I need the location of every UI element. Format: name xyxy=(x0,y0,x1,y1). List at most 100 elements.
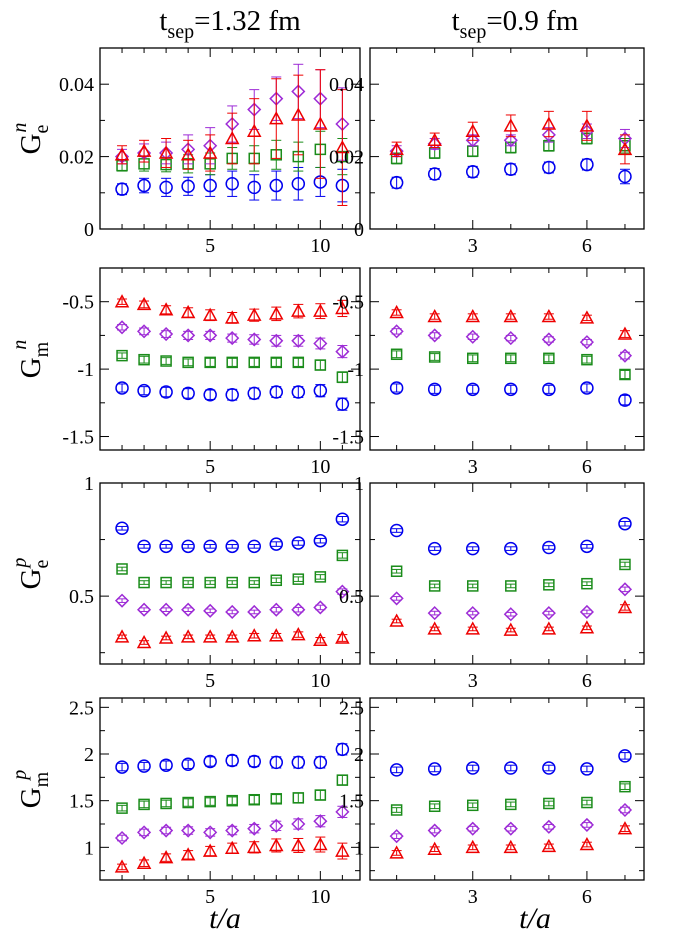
data-point xyxy=(581,796,593,809)
y-tick-label: 2.5 xyxy=(69,697,94,719)
panel-r2-c1: -1.5 -1 -0.5 5 10 xyxy=(62,267,361,478)
series-square xyxy=(390,348,631,381)
data-point xyxy=(465,123,481,138)
data-point xyxy=(581,353,593,366)
data-point xyxy=(505,352,517,365)
data-point xyxy=(247,332,262,347)
data-point xyxy=(114,830,130,846)
data-point xyxy=(158,850,174,864)
data-point xyxy=(115,381,129,395)
data-point xyxy=(427,308,442,323)
data-point xyxy=(269,333,284,348)
column-title-left: tsep=1.32 fm xyxy=(159,5,301,43)
series-diamond xyxy=(389,802,633,844)
data-point xyxy=(541,819,556,834)
series-square xyxy=(116,549,349,589)
data-point xyxy=(291,627,306,641)
data-point xyxy=(180,147,196,161)
data-point xyxy=(246,123,262,138)
data-point xyxy=(504,541,518,556)
data-point xyxy=(427,541,442,556)
data-point xyxy=(137,178,151,193)
data-point xyxy=(291,536,306,550)
data-point xyxy=(182,356,194,369)
data-point xyxy=(180,847,196,861)
data-point xyxy=(204,576,216,589)
row-title-base: G xyxy=(15,357,47,378)
data-point xyxy=(335,512,350,526)
data-point xyxy=(291,303,306,317)
data-point xyxy=(270,793,283,805)
data-point xyxy=(467,580,479,592)
x-tick-label: 10 xyxy=(310,670,330,692)
data-point xyxy=(269,111,284,125)
series-square xyxy=(390,780,631,816)
data-point xyxy=(466,541,480,556)
data-point xyxy=(291,333,306,348)
data-point xyxy=(226,356,238,369)
data-point xyxy=(203,178,217,193)
data-point xyxy=(541,621,557,635)
data-point xyxy=(617,802,633,818)
data-point xyxy=(579,620,595,634)
data-point xyxy=(291,837,306,852)
data-point xyxy=(335,397,350,411)
x-tick-label: 3 xyxy=(468,456,478,478)
data-point xyxy=(181,823,196,838)
data-point xyxy=(247,821,262,836)
data-point xyxy=(427,382,442,397)
data-point xyxy=(181,602,196,617)
series-triangle xyxy=(114,627,350,649)
row-title-base: G xyxy=(15,133,47,154)
series-circle xyxy=(115,381,350,411)
data-point xyxy=(270,574,283,587)
data-point xyxy=(390,348,403,361)
data-point xyxy=(159,385,173,399)
data-point xyxy=(427,328,442,343)
series-triangle xyxy=(114,294,350,324)
data-point xyxy=(335,300,350,315)
data-point xyxy=(313,755,328,770)
series-triangle xyxy=(389,110,633,165)
panel-frame xyxy=(369,697,645,881)
data-point xyxy=(225,823,240,838)
data-point xyxy=(542,540,556,555)
data-point xyxy=(335,630,350,644)
data-point xyxy=(313,303,328,317)
x-axis-label-left: t/a xyxy=(209,902,241,935)
y-tick-label: 0.02 xyxy=(59,147,94,169)
panel-r3-c1: 0.5 1 5 10 xyxy=(69,473,361,692)
x-tick-label: 6 xyxy=(582,886,592,908)
data-point xyxy=(313,116,328,130)
data-point xyxy=(504,162,518,177)
y-tick-label: 1 xyxy=(354,837,364,859)
data-point xyxy=(224,310,240,324)
data-point xyxy=(137,825,152,840)
y-tick-label: 1.5 xyxy=(339,791,364,813)
data-point xyxy=(618,516,632,531)
data-point xyxy=(181,386,195,401)
data-point xyxy=(465,821,480,836)
data-point xyxy=(619,558,631,571)
data-point xyxy=(292,356,305,369)
data-point xyxy=(579,310,595,324)
data-point xyxy=(542,160,556,175)
data-point xyxy=(203,603,218,618)
data-point xyxy=(580,157,594,172)
data-point xyxy=(138,576,150,589)
data-point xyxy=(269,385,284,399)
data-point xyxy=(247,754,261,769)
y-tick-label: 1 xyxy=(84,837,94,859)
data-point xyxy=(580,539,594,554)
data-point xyxy=(579,836,595,851)
data-point xyxy=(203,754,217,769)
data-point xyxy=(467,352,479,365)
data-point xyxy=(246,839,262,854)
data-point xyxy=(292,792,305,804)
data-point xyxy=(291,177,306,191)
panel-r4-c2: 1 1.5 2 2.5 3 6 xyxy=(339,697,645,908)
y-tick-label: 0.02 xyxy=(329,147,364,169)
data-point xyxy=(224,840,240,855)
data-point xyxy=(203,539,217,554)
